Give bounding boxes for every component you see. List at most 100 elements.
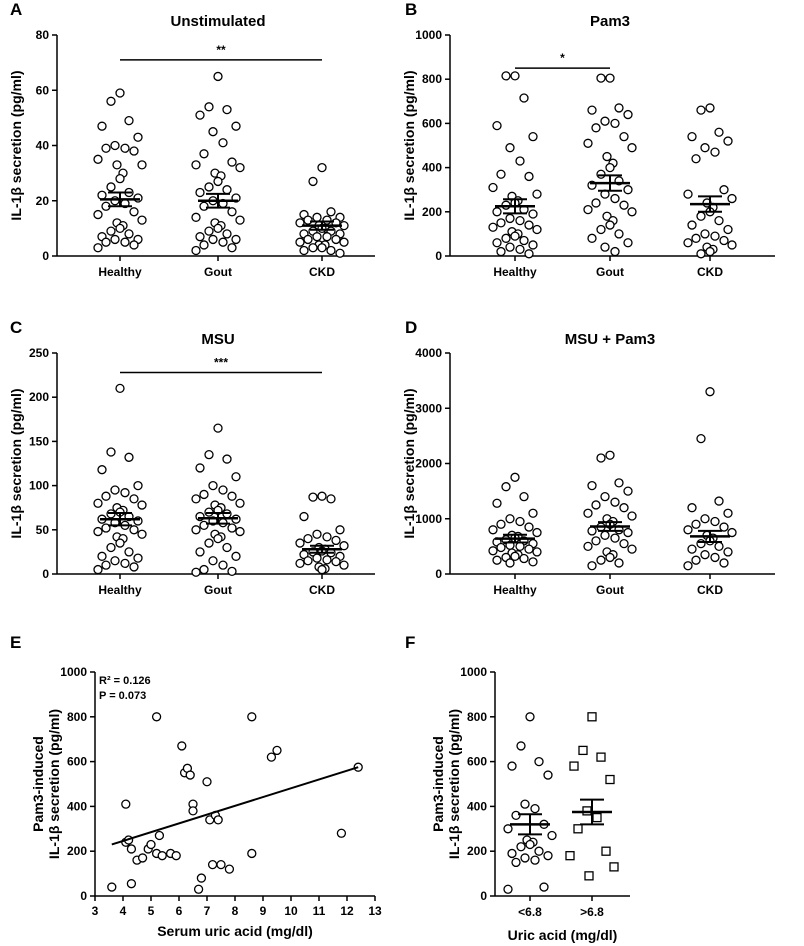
data-point bbox=[299, 511, 309, 522]
data-point bbox=[295, 538, 305, 548]
data-point bbox=[204, 102, 214, 112]
x-tick-label: Healthy bbox=[98, 265, 142, 279]
data-point bbox=[124, 547, 134, 557]
data-point bbox=[208, 480, 218, 491]
data-point bbox=[213, 176, 223, 187]
data-point bbox=[133, 132, 143, 142]
data-point bbox=[188, 806, 198, 816]
data-point bbox=[525, 839, 535, 850]
data-point bbox=[614, 478, 624, 488]
data-point bbox=[573, 824, 583, 834]
p-value-label: P = 0.073 bbox=[99, 690, 146, 702]
data-point bbox=[520, 799, 530, 809]
data-point bbox=[696, 105, 706, 115]
data-point bbox=[213, 815, 223, 825]
data-point bbox=[196, 873, 207, 883]
data-point bbox=[610, 246, 620, 257]
data-point bbox=[213, 533, 223, 544]
data-point bbox=[101, 237, 111, 247]
y-tick-label: 50 bbox=[36, 523, 50, 537]
data-point bbox=[528, 132, 538, 142]
panel-letter: E bbox=[10, 633, 21, 652]
data-point bbox=[308, 243, 318, 253]
data-point bbox=[515, 156, 525, 166]
data-point bbox=[510, 231, 520, 241]
data-point bbox=[683, 561, 693, 571]
data-point bbox=[705, 246, 715, 257]
data-point bbox=[129, 525, 139, 535]
data-point bbox=[687, 544, 697, 554]
data-point bbox=[691, 154, 701, 164]
data-point bbox=[227, 566, 237, 576]
data-point bbox=[312, 553, 322, 563]
data-point bbox=[515, 244, 525, 255]
x-tick-label: >6.8 bbox=[580, 905, 604, 919]
data-point bbox=[335, 248, 345, 258]
data-point bbox=[719, 235, 729, 246]
panel-B: B Pam3 0 200 400 600 800 1000 IL-1β secretion (p… bbox=[401, 0, 775, 279]
data-point bbox=[591, 500, 601, 510]
data-point bbox=[191, 245, 201, 256]
data-point bbox=[146, 839, 156, 850]
data-point bbox=[312, 212, 322, 222]
data-point bbox=[126, 844, 137, 854]
data-point bbox=[596, 752, 606, 762]
panel-A: A Unstimulated 0 20 40 60 80 IL-1β secretion (p… bbox=[8, 0, 375, 279]
data-point bbox=[496, 519, 506, 529]
data-point bbox=[227, 491, 237, 501]
data-point bbox=[157, 851, 167, 861]
data-point bbox=[534, 846, 544, 856]
data-point bbox=[492, 238, 502, 248]
y-tick-label: 4000 bbox=[415, 346, 442, 360]
r-squared-label: R² = 0.126 bbox=[99, 675, 151, 687]
data-point bbox=[519, 93, 529, 103]
data-point bbox=[511, 857, 521, 868]
data-point bbox=[543, 851, 553, 861]
y-tick-label: 400 bbox=[467, 799, 487, 813]
data-point bbox=[691, 519, 701, 529]
data-point bbox=[627, 207, 637, 217]
data-point bbox=[218, 560, 228, 570]
data-point bbox=[204, 182, 214, 192]
data-point bbox=[339, 560, 349, 570]
data-point bbox=[204, 538, 214, 548]
data-point bbox=[519, 491, 529, 502]
data-point bbox=[605, 450, 615, 460]
data-point bbox=[110, 485, 120, 495]
y-tick-label: 600 bbox=[422, 116, 442, 130]
data-point bbox=[696, 211, 706, 221]
data-point bbox=[216, 859, 226, 870]
data-point bbox=[488, 222, 498, 232]
data-point bbox=[496, 169, 506, 179]
data-point bbox=[93, 564, 103, 575]
data-point bbox=[687, 220, 697, 230]
data-point bbox=[591, 536, 601, 546]
data-point bbox=[326, 494, 336, 504]
data-point bbox=[587, 105, 597, 115]
data-point bbox=[335, 525, 345, 535]
data-point bbox=[727, 193, 737, 204]
data-point bbox=[605, 552, 615, 563]
y-tick-label: 0 bbox=[480, 889, 487, 903]
data-point bbox=[596, 169, 606, 179]
data-point bbox=[231, 472, 241, 482]
data-point bbox=[154, 830, 165, 841]
data-point bbox=[137, 215, 147, 225]
data-point bbox=[303, 556, 313, 566]
data-point bbox=[547, 830, 557, 841]
data-point bbox=[227, 207, 237, 217]
data-point bbox=[218, 485, 228, 495]
data-point bbox=[619, 503, 629, 513]
data-point bbox=[204, 450, 214, 460]
data-point bbox=[587, 480, 597, 491]
data-point bbox=[505, 558, 515, 568]
data-point bbox=[627, 544, 637, 554]
data-point bbox=[600, 491, 610, 502]
data-point bbox=[218, 138, 228, 148]
data-point bbox=[129, 240, 139, 250]
data-point bbox=[195, 187, 205, 198]
data-point bbox=[496, 246, 506, 257]
data-point bbox=[524, 249, 534, 259]
data-point bbox=[295, 237, 305, 247]
x-tick-label: 9 bbox=[260, 904, 267, 918]
